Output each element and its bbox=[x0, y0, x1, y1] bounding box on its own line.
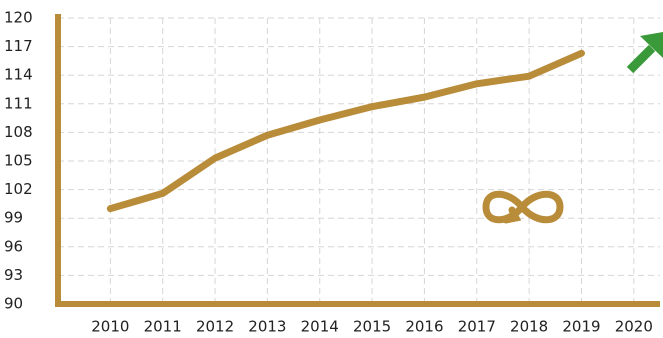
y-tick-label: 102 bbox=[4, 180, 33, 198]
y-tick-label: 117 bbox=[4, 37, 33, 55]
x-tick-label: 2014 bbox=[301, 318, 339, 336]
infinity-icon bbox=[482, 190, 564, 224]
x-tick-label: 2016 bbox=[405, 318, 443, 336]
trend-arrow bbox=[626, 32, 663, 74]
x-tick-label: 2015 bbox=[353, 318, 391, 336]
x-tick-label: 2012 bbox=[196, 318, 234, 336]
infinity-path bbox=[482, 190, 564, 224]
y-tick-label: 96 bbox=[4, 237, 23, 255]
trend-arrow-head bbox=[640, 32, 663, 58]
x-tick-label: 2018 bbox=[510, 318, 548, 336]
x-tick-label: 2013 bbox=[248, 318, 286, 336]
y-tick-label: 99 bbox=[4, 209, 23, 227]
x-tick-label: 2010 bbox=[91, 318, 129, 336]
marks bbox=[106, 49, 585, 213]
y-tick-label: 114 bbox=[4, 66, 33, 84]
x-tick-label: 2019 bbox=[562, 318, 600, 336]
y-tick-label: 108 bbox=[4, 123, 33, 141]
y-tick-label: 93 bbox=[4, 266, 23, 284]
grid bbox=[58, 17, 660, 305]
y-tick-label: 105 bbox=[4, 152, 33, 170]
x-tick-label: 2017 bbox=[458, 318, 496, 336]
data-line bbox=[106, 49, 585, 213]
y-tick-label: 90 bbox=[4, 295, 23, 313]
y-tick-label: 120 bbox=[4, 9, 33, 27]
x-tick-label: 2020 bbox=[615, 318, 653, 336]
x-tick-label: 2011 bbox=[144, 318, 182, 336]
infinity-arrow bbox=[502, 206, 522, 224]
y-tick-label: 111 bbox=[4, 94, 33, 112]
trend-arrow-shaft bbox=[626, 44, 656, 74]
